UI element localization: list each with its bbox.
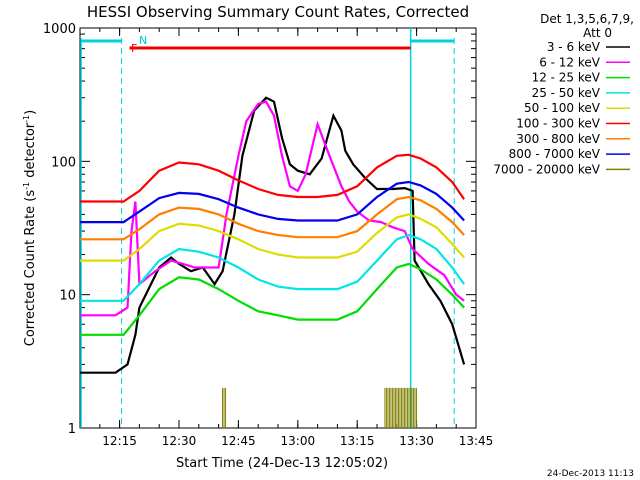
y-tick-label: 1 xyxy=(68,422,76,437)
legend-label: 6 - 12 keV xyxy=(539,55,601,69)
x-tick-label: 13:00 xyxy=(281,434,316,448)
interval-guides xyxy=(80,28,455,428)
x-tick-label: 12:30 xyxy=(162,434,197,448)
legend-label: 12 - 25 keV xyxy=(532,71,601,85)
legend-label: 3 - 6 keV xyxy=(547,40,601,54)
series-800-7000-kev-line xyxy=(80,180,465,224)
y-tick-label: 100 xyxy=(51,155,76,170)
y-axis-label: Corrected Count Rate (s-1 detector-1) xyxy=(22,110,38,346)
x-tick-label: 12:45 xyxy=(221,434,256,448)
flag-n-label: N xyxy=(139,34,147,47)
chart-title: HESSI Observing Summary Count Rates, Cor… xyxy=(87,3,469,21)
series-layer xyxy=(80,96,466,428)
flag-f-label: F xyxy=(131,42,137,55)
x-tick-label: 13:15 xyxy=(340,434,375,448)
series-100-300-kev-line xyxy=(80,153,466,203)
footer-timestamp: 24-Dec-2013 11:13 xyxy=(547,469,634,479)
series-6-12-kev-line xyxy=(80,100,465,317)
legend-label: 800 - 7000 keV xyxy=(509,147,601,161)
legend-label: 300 - 800 keV xyxy=(516,132,600,146)
legend-label: 50 - 100 keV xyxy=(524,101,601,115)
series-3-6-kev-line xyxy=(80,96,466,374)
y-tick-label: 10 xyxy=(59,289,76,304)
x-tick-label: 12:15 xyxy=(102,434,137,448)
legend-label: 7000 - 20000 keV xyxy=(493,162,600,176)
axis-ticks: 12:15 12:30 12:45 13:00 13:15 13:30 13:45 1 10 10… xyxy=(43,22,493,448)
series-300-800-kev-line xyxy=(80,195,465,241)
series-50-100-kev-line xyxy=(80,213,465,262)
series-25-50-kev-line xyxy=(80,233,465,302)
legend-header-attenuator: Att 0 xyxy=(583,26,612,40)
x-tick-label: 13:45 xyxy=(459,434,494,448)
legend-header-detectors: Det 1,3,5,6,7,9, xyxy=(540,12,634,26)
y-tick-label: 1000 xyxy=(43,22,76,37)
x-tick-label: 13:30 xyxy=(399,434,434,448)
legend-label: 25 - 50 keV xyxy=(532,86,601,100)
series-12-25-kev-line xyxy=(80,262,465,336)
x-axis-label: Start Time (24-Dec-13 12:05:02) xyxy=(176,456,388,471)
legend-label: 100 - 300 keV xyxy=(516,117,600,131)
